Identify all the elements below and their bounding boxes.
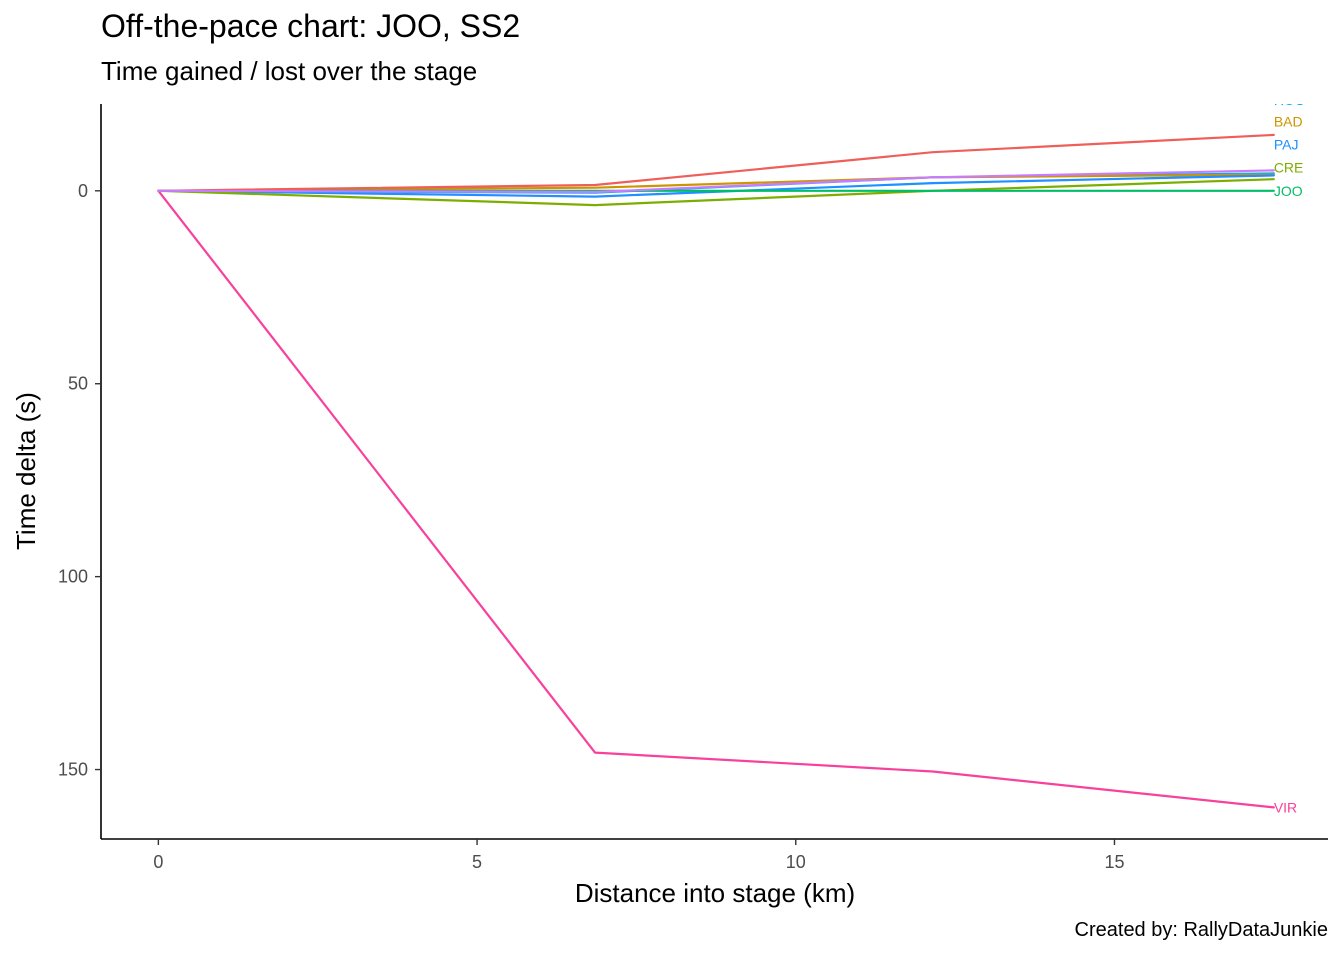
chart-caption: Created by: RallyDataJunkie — [1074, 919, 1328, 941]
series-lines — [157, 133, 1275, 809]
series-end-labels: ROU BAD PAJ CRE JOO VIR — [1274, 92, 1305, 815]
series-line-unlabeled-7 — [157, 169, 1275, 194]
x-tick-label: 10 — [786, 852, 806, 872]
x-tick-label: 15 — [1104, 852, 1124, 872]
series-line-vir — [157, 189, 1275, 809]
x-tick-label: 0 — [153, 852, 163, 872]
chart-subtitle: Time gained / lost over the stage — [101, 56, 478, 86]
y-tick-label: 150 — [58, 760, 88, 780]
series-label-bad: BAD — [1274, 113, 1303, 129]
series-label-paj: PAJ — [1274, 137, 1299, 153]
y-axis-ticks: 0 50 100 150 — [58, 181, 101, 780]
series-line-bad — [157, 173, 1275, 192]
series-label-cre: CRE — [1274, 160, 1304, 176]
y-tick-label: 0 — [78, 181, 88, 201]
series-label-rou: ROU — [1274, 92, 1305, 108]
x-axis-ticks: 0 5 10 15 — [153, 839, 1124, 872]
y-tick-label: 50 — [68, 374, 88, 394]
series-line-unlabeled-6 — [157, 133, 1275, 192]
chart-title: Off-the-pace chart: JOO, SS2 — [101, 8, 521, 44]
series-line-cre — [157, 178, 1275, 207]
x-tick-label: 5 — [472, 852, 482, 872]
series-label-joo: JOO — [1274, 183, 1303, 199]
y-axis-title: Time delta (s) — [11, 392, 41, 550]
y-tick-label: 100 — [58, 567, 88, 587]
series-label-vir: VIR — [1274, 799, 1297, 815]
x-axis-title: Distance into stage (km) — [575, 878, 855, 908]
